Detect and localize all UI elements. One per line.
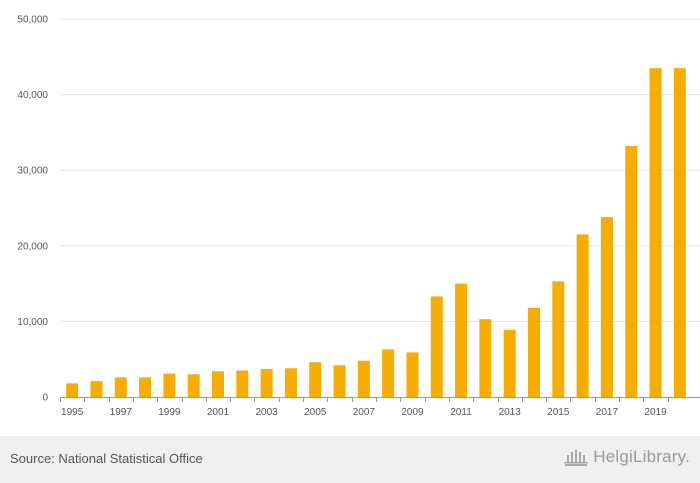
- logo-text: HelgiLibrary.: [593, 447, 690, 466]
- bar-1998: [139, 377, 152, 397]
- bar-2008: [382, 349, 395, 397]
- bar-chart: 0 10,000 20,000 30,000 40,000 50,000 1995 1997…: [17, 15, 700, 418]
- gridlines: [60, 18, 700, 322]
- bar-1999: [163, 373, 176, 397]
- bar-2003: [260, 369, 273, 397]
- bar-2005: [309, 362, 322, 397]
- x-tick-label-2003: 2003: [255, 407, 278, 418]
- y-tick-label-0: 0: [42, 393, 48, 404]
- x-tick-label-2015: 2015: [547, 407, 570, 418]
- bars: [66, 68, 686, 397]
- bar-2012: [479, 319, 492, 397]
- y-tick-label-40000: 40,000: [17, 90, 48, 101]
- source-note: Source: National Statistical Office: [10, 451, 203, 466]
- x-tick-label-2005: 2005: [304, 407, 327, 418]
- x-axis-ticks: 1995 1997 1999 2001 2003 2005 2007 2009 2011 2013…: [60, 397, 669, 418]
- x-tick-label-1997: 1997: [110, 407, 133, 418]
- bar-2007: [357, 360, 370, 397]
- bar-2015: [552, 281, 565, 397]
- bar-2018: [625, 146, 638, 397]
- x-tick-label-1995: 1995: [61, 407, 84, 418]
- bar-2017: [600, 217, 613, 397]
- bar-2002: [236, 370, 249, 397]
- x-tick-label-2017: 2017: [596, 407, 619, 418]
- helgi-library-logo[interactable]: HelgiLibrary.: [563, 447, 690, 467]
- x-tick-label-2001: 2001: [207, 407, 230, 418]
- bar-1997: [114, 377, 127, 397]
- bar-2010: [430, 296, 443, 397]
- bar-2009: [406, 352, 419, 397]
- bar-1995: [66, 383, 79, 397]
- footer: Source: National Statistical Office Helg…: [0, 436, 700, 483]
- bar-2014: [528, 307, 540, 397]
- y-tick-label-30000: 30,000: [17, 166, 48, 177]
- y-tick-label-20000: 20,000: [17, 241, 48, 252]
- y-axis-ticks: 0 10,000 20,000 30,000 40,000 50,000: [17, 15, 48, 404]
- library-building-icon: [563, 447, 589, 467]
- bar-2001: [212, 371, 224, 397]
- x-tick-label-1999: 1999: [158, 407, 181, 418]
- x-tick-label-2013: 2013: [499, 407, 522, 418]
- x-tick-label-2019: 2019: [644, 407, 667, 418]
- bar-2019: [649, 68, 662, 397]
- x-tick-label-2009: 2009: [401, 407, 424, 418]
- bar-1996: [90, 381, 103, 397]
- x-tick-label-2011: 2011: [450, 407, 472, 418]
- bar-2011: [455, 283, 468, 397]
- bar-2016: [576, 234, 589, 397]
- bar-2006: [333, 365, 346, 397]
- y-tick-label-10000: 10,000: [17, 317, 48, 328]
- bar-2013: [503, 329, 516, 397]
- bar-2000: [187, 374, 200, 397]
- y-tick-label-50000: 50,000: [17, 15, 48, 26]
- bar-2004: [284, 368, 297, 397]
- bar-2020: [673, 68, 686, 397]
- x-tick-label-2007: 2007: [353, 407, 376, 418]
